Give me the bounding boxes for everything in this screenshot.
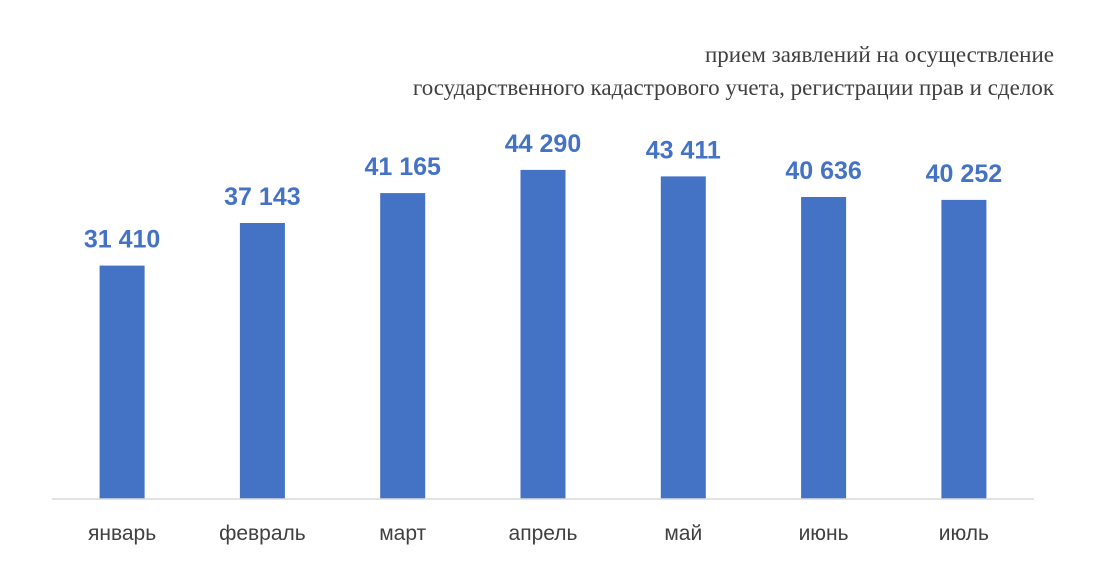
bar-4 — [520, 169, 566, 499]
bar-6 — [801, 197, 847, 499]
value-label-7: 40 252 — [926, 160, 1002, 188]
value-label-4: 44 290 — [505, 130, 581, 158]
chart-title: прием заявлений на осуществление государ… — [413, 38, 1054, 104]
value-label-1: 31 410 — [84, 226, 160, 254]
bar-5 — [660, 176, 706, 499]
category-label-2: февраль — [219, 522, 306, 545]
chart-title-line-1: прием заявлений на осуществление — [705, 42, 1054, 67]
bar-1 — [99, 265, 145, 499]
value-label-6: 40 636 — [785, 157, 861, 185]
category-labels-group: январь февраль март апрель май июнь июль — [88, 522, 989, 545]
category-label-5: май — [664, 522, 702, 545]
category-label-6: июнь — [799, 522, 849, 545]
chart-title-line-2: государственного кадастрового учета, рег… — [412, 75, 1054, 100]
category-label-3: март — [379, 522, 426, 545]
bar-2 — [239, 223, 285, 499]
value-labels-group: 31 410 37 143 41 165 44 290 43 411 40 636 40 2… — [84, 130, 1002, 254]
bars-group — [99, 169, 987, 499]
bar-3 — [380, 193, 426, 499]
bar-7 — [941, 199, 987, 499]
value-label-5: 43 411 — [646, 136, 721, 164]
category-label-4: апрель — [509, 522, 578, 545]
value-label-2: 37 143 — [224, 183, 300, 211]
value-label-3: 41 165 — [364, 153, 441, 181]
category-label-7: июль — [939, 522, 989, 545]
category-label-1: январь — [88, 522, 156, 545]
